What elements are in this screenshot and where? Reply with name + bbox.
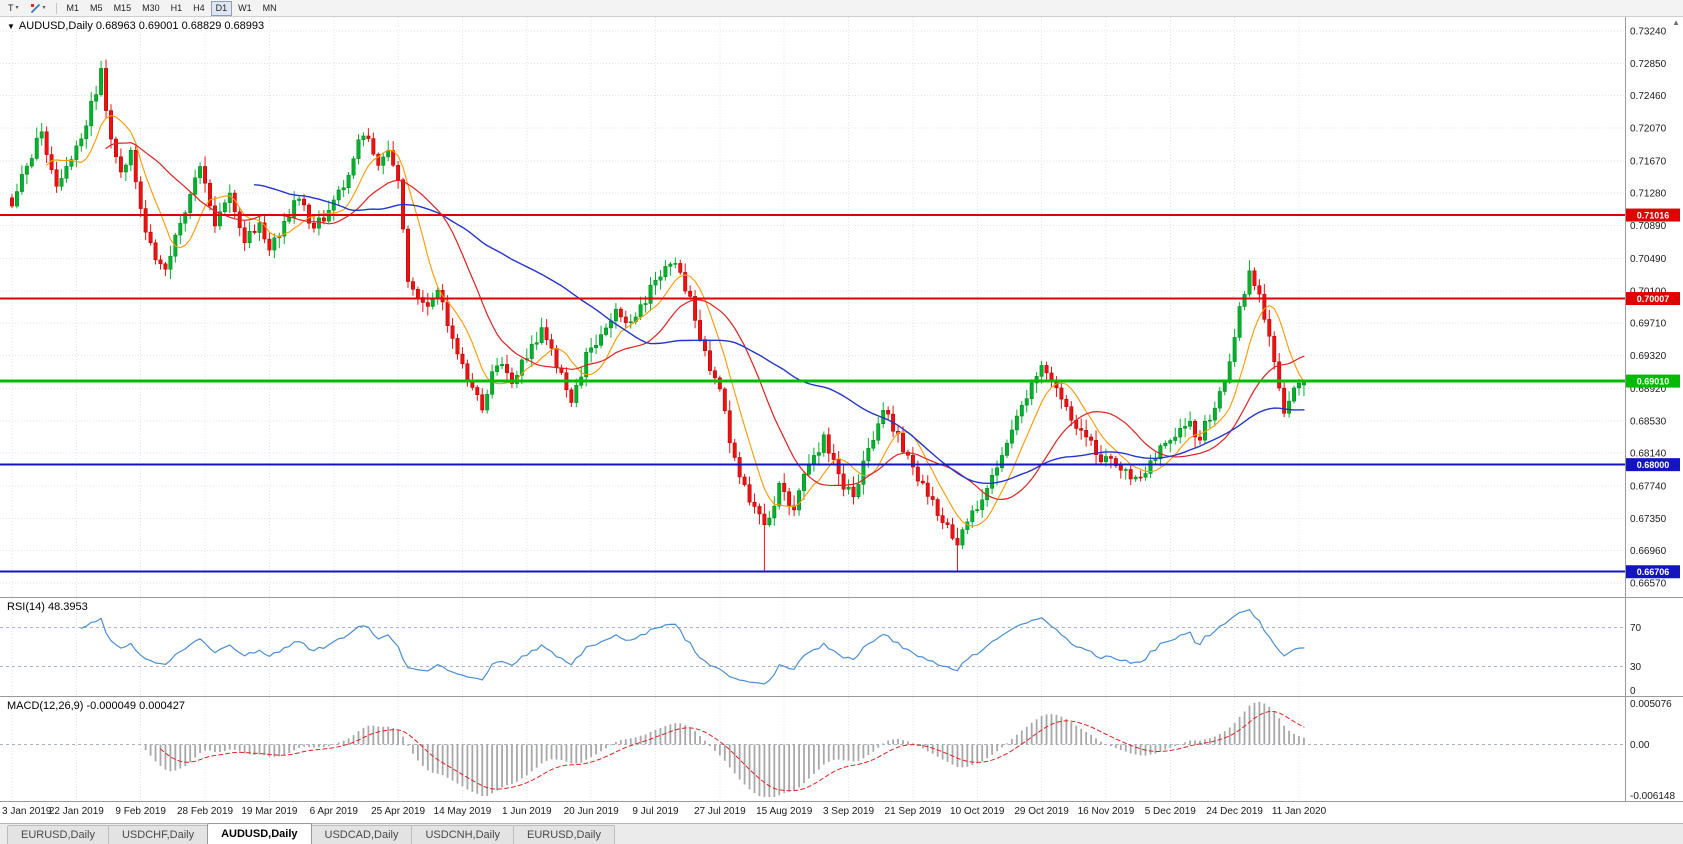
price-axis: 0.73240 0.72850 0.72460 0.72070 0.71670 0.712… xyxy=(1626,27,1680,590)
date-label: 21 Sep 2019 xyxy=(884,806,942,817)
svg-text:0.70007: 0.70007 xyxy=(1637,294,1670,304)
timeframe-m5[interactable]: M5 xyxy=(85,1,108,16)
date-label: 1 Jun 2019 xyxy=(502,806,552,817)
svg-text:0.72850: 0.72850 xyxy=(1630,59,1667,70)
date-label: 22 Jan 2019 xyxy=(48,806,104,817)
date-label: 24 Dec 2019 xyxy=(1206,806,1263,817)
date-axis: 3 Jan 2019 22 Jan 2019 9 Feb 2019 28 Feb 20… xyxy=(0,801,1683,823)
date-label: 20 Jun 2019 xyxy=(563,806,619,817)
timeframe-m1[interactable]: M1 xyxy=(62,1,85,16)
svg-text:0.00: 0.00 xyxy=(1630,740,1650,751)
timeframe-mn[interactable]: MN xyxy=(258,1,282,16)
main-chart-canvas[interactable]: 0.73240 0.72850 0.72460 0.72070 0.71670 0.712… xyxy=(0,17,1683,597)
svg-text:0.69010: 0.69010 xyxy=(1637,377,1670,387)
objects-button[interactable]: ▾ xyxy=(25,1,51,16)
price-tag xyxy=(1626,458,1680,472)
date-label: 25 Apr 2019 xyxy=(371,806,426,817)
templates-label: T xyxy=(8,2,14,13)
date-label: 3 Sep 2019 xyxy=(822,806,875,817)
svg-text:0.72460: 0.72460 xyxy=(1630,91,1667,102)
macd-canvas[interactable]: 0.005076 0.00 -0.006148 xyxy=(0,697,1683,801)
price-tag xyxy=(1626,292,1680,306)
date-label: 15 Aug 2019 xyxy=(756,806,813,817)
rsi-pane: 70 30 0 RSI(14) 48.3953 xyxy=(0,597,1683,696)
date-label: 28 Feb 2019 xyxy=(176,806,234,817)
svg-text:0.68140: 0.68140 xyxy=(1630,449,1667,460)
ma-mid-line xyxy=(105,142,1305,500)
svg-text:0: 0 xyxy=(1630,686,1636,696)
svg-text:70: 70 xyxy=(1630,623,1642,634)
timeframe-h4[interactable]: H4 xyxy=(188,1,210,16)
rsi-line xyxy=(80,608,1305,685)
svg-text:0.70490: 0.70490 xyxy=(1630,254,1667,265)
date-label: 6 Apr 2019 xyxy=(309,806,358,817)
chart-tab-2-audusd[interactable]: AUDUSD,Daily xyxy=(207,823,312,844)
toolbar-separator xyxy=(55,2,57,14)
grid-layer xyxy=(0,17,1625,597)
svg-text:0.73240: 0.73240 xyxy=(1630,27,1667,38)
svg-text:-0.006148: -0.006148 xyxy=(1630,791,1675,801)
svg-text:0.68920: 0.68920 xyxy=(1630,384,1667,395)
svg-text:0.69710: 0.69710 xyxy=(1630,319,1667,330)
svg-text:0.68530: 0.68530 xyxy=(1630,416,1667,427)
caret-down-icon: ▾ xyxy=(15,5,19,11)
chart-tabbar: EURUSD,Daily USDCHF,Daily AUDUSD,Daily USDC… xyxy=(0,823,1683,844)
svg-text:0.66706: 0.66706 xyxy=(1637,567,1670,577)
templates-button[interactable]: T ▾ xyxy=(3,1,24,16)
timeframe-group: M1 M5 M15 M30 H1 H4 D1 W1 MN xyxy=(62,0,282,16)
svg-text:0.69320: 0.69320 xyxy=(1630,351,1667,362)
price-tag xyxy=(1626,374,1680,388)
price-tag xyxy=(1626,208,1680,222)
date-label: 19 Mar 2019 xyxy=(241,806,298,817)
caret-down-icon: ▾ xyxy=(42,5,46,11)
svg-text:0.67740: 0.67740 xyxy=(1630,482,1667,493)
scroll-up-button[interactable]: ▲ xyxy=(1672,18,1680,27)
svg-text:0.005076: 0.005076 xyxy=(1630,699,1672,710)
ma-fast-line xyxy=(46,115,1305,527)
date-label: 11 Jan 2020 xyxy=(1271,806,1327,817)
timeframe-h1[interactable]: H1 xyxy=(166,1,188,16)
svg-text:0.66570: 0.66570 xyxy=(1630,579,1667,590)
date-label: 5 Dec 2019 xyxy=(1144,806,1196,817)
svg-text:0.70890: 0.70890 xyxy=(1630,221,1667,232)
timeframe-w1[interactable]: W1 xyxy=(233,1,257,16)
svg-text:30: 30 xyxy=(1630,662,1642,673)
date-label: 27 Jul 2019 xyxy=(693,806,746,817)
horizontal-levels-layer xyxy=(0,214,1625,573)
timeframe-m15[interactable]: M15 xyxy=(109,1,137,16)
price-tag xyxy=(1626,565,1680,579)
date-label: 9 Jul 2019 xyxy=(632,806,679,817)
svg-text:0.71280: 0.71280 xyxy=(1630,189,1667,200)
macd-signal-line xyxy=(160,710,1305,792)
macd-histogram xyxy=(139,701,1305,797)
svg-text:0.68000: 0.68000 xyxy=(1637,460,1670,470)
macd-pane: 0.005076 0.00 -0.006148 MACD(12,26,9) -0.0… xyxy=(0,696,1683,801)
top-toolbar: T ▾ ▾ M1 M5 M15 M30 H1 H4 D1 W1 MN xyxy=(0,0,1683,17)
main-chart-pane: 0.73240 0.72850 0.72460 0.72070 0.71670 0.712… xyxy=(0,17,1683,597)
svg-text:0.71670: 0.71670 xyxy=(1630,156,1667,167)
candles-layer xyxy=(10,59,1306,572)
date-label: 3 Jan 2019 xyxy=(2,806,52,817)
date-label: 9 Feb 2019 xyxy=(115,806,166,817)
svg-text:0.71016: 0.71016 xyxy=(1637,211,1670,221)
date-label: 14 May 2019 xyxy=(433,806,492,817)
rsi-canvas[interactable]: 70 30 0 xyxy=(0,598,1683,696)
svg-text:0.67350: 0.67350 xyxy=(1630,514,1667,525)
timeframe-d1[interactable]: D1 xyxy=(210,0,233,16)
date-label: 16 Nov 2019 xyxy=(1077,806,1135,817)
chart-tab-1-usdchf[interactable]: USDCHF,Daily xyxy=(107,825,209,844)
chart-tab-5-eurusd[interactable]: EURUSD,Daily xyxy=(513,825,615,844)
timeframe-m30[interactable]: M30 xyxy=(137,1,165,16)
draw-objects-icon xyxy=(30,3,40,13)
svg-text:0.70100: 0.70100 xyxy=(1630,286,1667,297)
svg-text:0.72070: 0.72070 xyxy=(1630,123,1667,134)
chart-tab-3-usdcad[interactable]: USDCAD,Daily xyxy=(310,825,413,844)
svg-text:0.66960: 0.66960 xyxy=(1630,546,1667,557)
chart-tab-4-usdcnh[interactable]: USDCNH,Daily xyxy=(411,825,515,844)
date-label: 10 Oct 2019 xyxy=(950,806,1005,817)
chart-tab-0-eurusd[interactable]: EURUSD,Daily xyxy=(7,825,109,844)
ma-slow-line xyxy=(253,184,1305,485)
date-label: 29 Oct 2019 xyxy=(1014,806,1069,817)
chart-window: 0.73240 0.72850 0.72460 0.72070 0.71670 0.712… xyxy=(0,17,1683,823)
